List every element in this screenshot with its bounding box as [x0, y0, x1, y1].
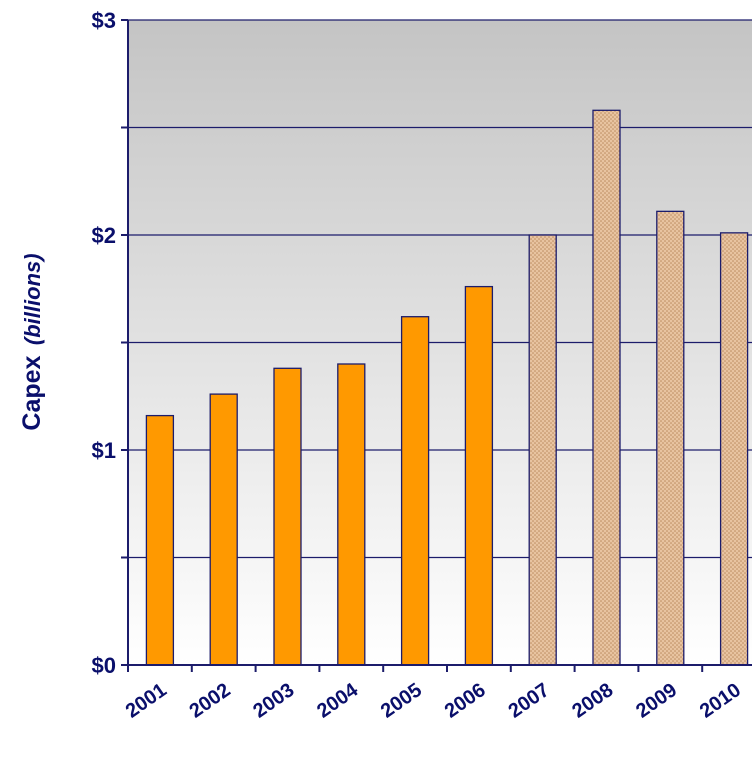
bar-2007	[528, 234, 557, 666]
x-tick-label: 2009	[632, 679, 681, 723]
y-tick-label: $0	[92, 653, 116, 678]
bar-2004	[337, 363, 366, 666]
y-axis-title-main: Capex	[18, 355, 46, 430]
y-tick-label: $3	[92, 8, 116, 33]
y-axis-title-unit: (billions)	[20, 253, 45, 345]
x-tick-labels: 2001 2002 2003 2004 2005 2006 2007 2008 2009 2010	[122, 679, 745, 723]
bars	[145, 109, 749, 666]
bar-2005	[400, 316, 430, 666]
y-tick-label: $2	[92, 223, 116, 248]
y-axis-title: Capex (billions)	[18, 253, 46, 430]
x-tick-label: 2001	[122, 679, 171, 723]
y-tick-label: $1	[92, 438, 116, 463]
y-tick-labels: $0 $1 $2 $3	[92, 8, 116, 678]
axes	[121, 19, 752, 672]
x-tick-label: 2006	[441, 679, 490, 723]
bar-2008	[592, 109, 621, 666]
x-tick-label: 2003	[249, 679, 298, 723]
bar-2003	[273, 367, 302, 666]
x-tick-label: 2010	[696, 679, 745, 723]
x-tick-label: 2005	[377, 679, 426, 723]
bar-2010	[719, 232, 749, 666]
x-tick-label: 2004	[313, 679, 363, 723]
bar-2001	[145, 414, 175, 666]
x-tick-label: 2002	[185, 679, 234, 723]
bar-2002	[209, 393, 238, 666]
x-tick-label: 2008	[568, 679, 617, 723]
x-tick-label: 2007	[504, 679, 553, 723]
bar-2009	[656, 210, 685, 666]
bar-2006	[464, 285, 494, 666]
